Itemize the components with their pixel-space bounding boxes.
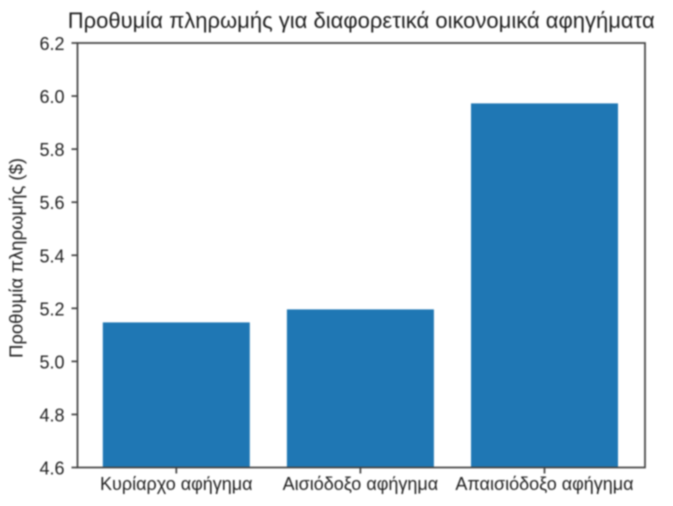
svg-text:5.6: 5.6 <box>39 193 64 213</box>
svg-text:Απαισιόδοξο αφήγημα: Απαισιόδοξο αφήγημα <box>455 474 633 494</box>
svg-text:4.6: 4.6 <box>39 459 64 479</box>
svg-text:5.2: 5.2 <box>39 299 64 319</box>
svg-text:6.0: 6.0 <box>39 87 64 107</box>
svg-text:5.4: 5.4 <box>39 246 64 266</box>
svg-text:Αισιόδοξο αφήγημα: Αισιόδοξο αφήγημα <box>283 474 439 494</box>
svg-text:Προθυμία πληρωμής για διαφορετ: Προθυμία πληρωμής για διαφορετικά οικονο… <box>68 8 655 33</box>
svg-text:5.8: 5.8 <box>39 140 64 160</box>
svg-text:5.0: 5.0 <box>39 352 64 372</box>
svg-text:Κυρίαρχο αφήγημα: Κυρίαρχο αφήγημα <box>100 474 253 494</box>
svg-text:Προθυμία πληρωμής ($): Προθυμία πληρωμής ($) <box>6 158 27 358</box>
svg-text:4.8: 4.8 <box>39 405 64 425</box>
svg-text:6.2: 6.2 <box>39 34 64 54</box>
